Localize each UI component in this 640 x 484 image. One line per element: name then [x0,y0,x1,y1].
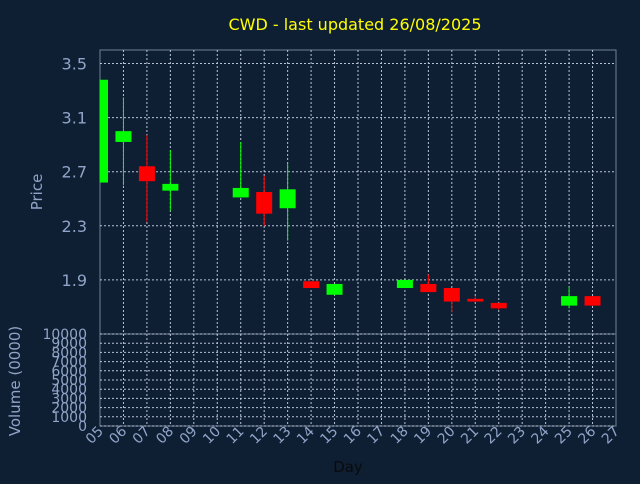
price-panel: 1.9 2.3 2.7 3.1 3.5 [62,49,617,335]
candle-body [443,288,460,302]
volume-tick-label: 8000 [51,345,87,361]
x-axis: 05 06 07 08 09 10 11 12 13 14 15 16 17 18 19 20 21 22 23 24… [83,423,623,447]
candle-body [138,166,155,182]
price-tick-label: 2.3 [62,217,87,236]
price-tick-label: 3.1 [62,109,87,128]
price-tick-label: 1.9 [62,271,87,290]
candle-body [232,187,249,198]
volume-tick-label: 5000 [51,373,87,389]
candle-body [303,281,320,289]
volume-tick-label: 2000 [51,401,87,417]
candle-body [279,189,296,209]
candle-body [396,279,413,289]
candle-body [467,298,484,302]
candle-body [561,296,578,306]
volume-panel: 0100020003000400050006000700080009000100… [42,327,617,435]
volume-tick-label: 9000 [51,336,87,352]
candle-body [326,283,343,295]
x-axis-label: Day [333,458,363,476]
price-tick-label: 3.5 [62,55,87,74]
volume-tick-label: 4000 [51,382,87,398]
candle-body [490,302,507,309]
candle-body [256,192,273,214]
volume-tick-label: 7000 [51,355,87,371]
candle-body [100,79,108,183]
chart-title: CWD - last updated 26/08/2025 [228,15,481,34]
volume-tick-label: 6000 [51,364,87,380]
volume-tick-label: 10000 [42,327,87,343]
candle-body [115,131,132,142]
volume-tick-label: 3000 [51,391,87,407]
volume-axis-label: Volume (0000) [6,326,24,436]
candle-body [420,283,437,293]
candle-body [584,296,601,306]
price-tick-label: 2.7 [62,163,87,182]
volume-tick-label: 0 [78,419,87,435]
volume-tick-label: 1000 [51,410,87,426]
price-axis-label: Price [28,174,46,211]
candle-body [162,183,179,191]
